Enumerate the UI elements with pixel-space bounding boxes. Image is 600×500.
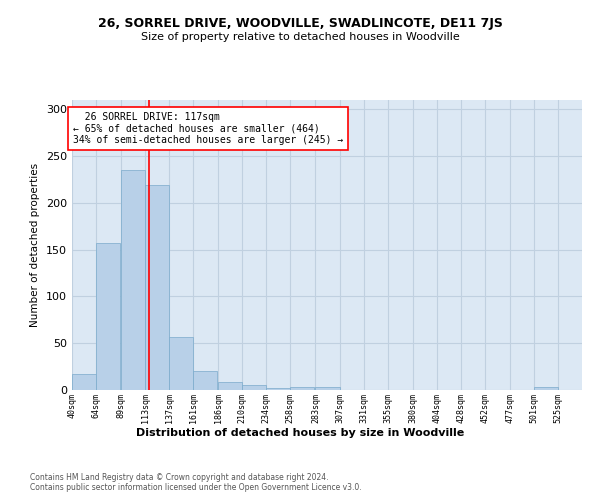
Y-axis label: Number of detached properties: Number of detached properties <box>31 163 40 327</box>
Bar <box>218 382 242 390</box>
Text: Distribution of detached houses by size in Woodville: Distribution of detached houses by size … <box>136 428 464 438</box>
Bar <box>96 243 120 390</box>
Bar <box>72 374 96 390</box>
Text: 26 SORREL DRIVE: 117sqm  
← 65% of detached houses are smaller (464)
34% of semi: 26 SORREL DRIVE: 117sqm ← 65% of detache… <box>73 112 343 146</box>
Text: Contains HM Land Registry data © Crown copyright and database right 2024.: Contains HM Land Registry data © Crown c… <box>30 472 329 482</box>
Bar <box>193 372 217 390</box>
Text: Contains public sector information licensed under the Open Government Licence v3: Contains public sector information licen… <box>30 484 362 492</box>
Bar <box>266 388 290 390</box>
Text: Size of property relative to detached houses in Woodville: Size of property relative to detached ho… <box>140 32 460 42</box>
Bar <box>242 386 266 390</box>
Bar <box>290 387 314 390</box>
Bar <box>145 185 169 390</box>
Bar <box>121 170 145 390</box>
Text: 26, SORREL DRIVE, WOODVILLE, SWADLINCOTE, DE11 7JS: 26, SORREL DRIVE, WOODVILLE, SWADLINCOTE… <box>98 18 502 30</box>
Bar <box>534 387 558 390</box>
Bar <box>169 336 193 390</box>
Bar <box>316 387 340 390</box>
